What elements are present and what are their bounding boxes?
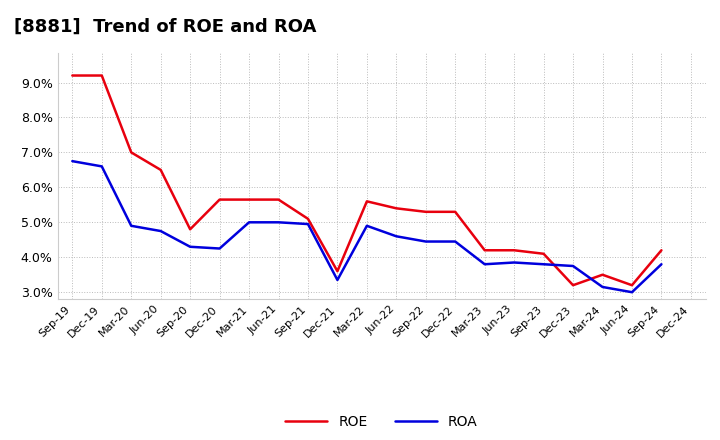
ROE <box>68 73 76 78</box>
ROA <box>333 277 342 282</box>
ROE <box>97 73 106 78</box>
ROE <box>274 197 283 202</box>
ROA <box>480 262 489 267</box>
ROA <box>421 239 430 244</box>
ROA <box>569 264 577 269</box>
ROE <box>363 199 372 204</box>
ROA <box>127 223 135 228</box>
Text: [8881]  Trend of ROE and ROA: [8881] Trend of ROE and ROA <box>14 18 317 36</box>
ROA <box>510 260 518 265</box>
ROA <box>245 220 253 225</box>
ROA <box>274 220 283 225</box>
ROE <box>657 248 666 253</box>
ROE <box>333 268 342 274</box>
ROA <box>97 164 106 169</box>
ROA <box>186 244 194 249</box>
ROA <box>363 223 372 228</box>
Legend: ROE, ROA: ROE, ROA <box>280 410 483 435</box>
ROA <box>156 228 165 234</box>
Line: ROA: ROA <box>72 161 662 292</box>
ROA <box>392 234 400 239</box>
ROA <box>304 221 312 227</box>
ROE <box>628 282 636 288</box>
ROE <box>127 150 135 155</box>
ROE <box>304 216 312 221</box>
Line: ROE: ROE <box>72 76 662 285</box>
ROA <box>215 246 224 251</box>
ROE <box>569 282 577 288</box>
ROE <box>598 272 607 277</box>
ROE <box>392 205 400 211</box>
ROA <box>539 262 548 267</box>
ROA <box>451 239 459 244</box>
ROE <box>156 167 165 172</box>
ROA <box>68 158 76 164</box>
ROA <box>657 262 666 267</box>
ROE <box>186 227 194 232</box>
ROE <box>215 197 224 202</box>
ROE <box>451 209 459 214</box>
ROE <box>539 251 548 257</box>
ROE <box>421 209 430 214</box>
ROE <box>480 248 489 253</box>
ROE <box>510 248 518 253</box>
ROE <box>245 197 253 202</box>
ROA <box>598 284 607 290</box>
ROA <box>628 290 636 295</box>
